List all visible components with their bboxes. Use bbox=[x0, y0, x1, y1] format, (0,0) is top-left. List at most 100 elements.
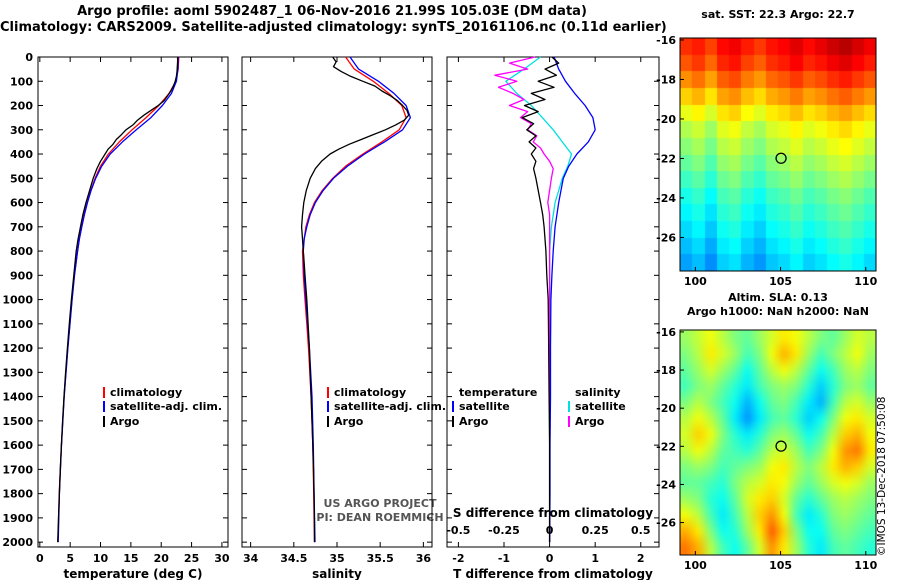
climatology-line-swatch bbox=[103, 386, 105, 398]
legend-label-satellite-adj: satellite-adj. clim. bbox=[334, 400, 447, 414]
x-tick-label: 20 bbox=[154, 552, 170, 565]
depth-tick-label: 2000 bbox=[2, 536, 33, 549]
depth-tick-label: 1200 bbox=[2, 342, 33, 355]
lat-tick-label: -26 bbox=[656, 231, 676, 244]
lat-tick-label: -20 bbox=[656, 402, 676, 415]
s-diff-tick-label: 0.25 bbox=[582, 524, 609, 537]
legend-row-climatology: climatology bbox=[103, 385, 222, 400]
lat-tick-label: -16 bbox=[656, 34, 676, 47]
legend-row-climatology: climatology bbox=[327, 385, 446, 400]
lat-tick-label: -22 bbox=[656, 440, 676, 453]
argo-line-swatch bbox=[327, 415, 329, 427]
depth-tick-label: 900 bbox=[10, 269, 33, 282]
axes-box bbox=[446, 56, 660, 548]
x-axis-label: T difference from climatology bbox=[453, 567, 653, 580]
lat-tick-label: -20 bbox=[656, 113, 676, 126]
x-tick-label: -1 bbox=[498, 552, 510, 565]
depth-tick-label: 100 bbox=[10, 75, 33, 88]
s-diff-tick-label: 0.5 bbox=[631, 524, 651, 537]
salinity-legend: climatology satellite-adj. clim. Argo bbox=[327, 385, 446, 429]
diff-legend-temp-header-row: temperature bbox=[452, 385, 537, 400]
depth-tick-label: 1700 bbox=[2, 463, 33, 476]
salinity-profile-line-satellite-adj-clim- bbox=[302, 56, 412, 543]
legend-label-climatology: climatology bbox=[334, 385, 407, 399]
lon-tick-label: 105 bbox=[769, 559, 792, 572]
watermark-line2: PI: DEAN ROEMMICH bbox=[316, 511, 444, 524]
lon-tick-label: 100 bbox=[684, 559, 707, 572]
legend-row-temp-satellite: satellite bbox=[452, 400, 537, 415]
x-tick-label: 10 bbox=[93, 552, 109, 565]
legend-label-sal-argo: Argo bbox=[575, 414, 605, 428]
project-watermark: US ARGO PROJECT PI: DEAN ROEMMICH bbox=[285, 497, 475, 525]
legend-row-satellite-adj: satellite-adj. clim. bbox=[103, 400, 222, 415]
depth-tick-label: 1400 bbox=[2, 391, 33, 404]
sst-map-image bbox=[680, 38, 876, 271]
satellite-adj-line-swatch bbox=[103, 401, 105, 413]
diff-legend-sal-header: salinity bbox=[575, 385, 621, 399]
legend-label-temp-satellite: satellite bbox=[459, 400, 510, 414]
s-diff-axis-label: S difference from climatology bbox=[453, 506, 653, 520]
difference-profile-line-temperature-argo bbox=[521, 56, 560, 543]
depth-tick-label: 600 bbox=[10, 197, 33, 210]
axes-box bbox=[37, 56, 229, 548]
diff-legend-sal-header-row: salinity bbox=[568, 385, 626, 400]
diff-legend-temp-header: temperature bbox=[459, 385, 538, 399]
temperature-legend: climatology satellite-adj. clim. Argo bbox=[103, 385, 222, 429]
legend-label-argo: Argo bbox=[334, 414, 364, 428]
sla-map-title-line2: Argo h1000: NaN h2000: NaN bbox=[686, 305, 870, 318]
lat-tick-label: -24 bbox=[656, 192, 676, 205]
sla-map-image bbox=[680, 330, 876, 555]
legend-label-sal-satellite: satellite bbox=[575, 400, 626, 414]
legend-label-argo: Argo bbox=[110, 414, 140, 428]
temperature-profile-panel: 0 5 10 15 20 25 300100200300400500600700800900… bbox=[2, 51, 230, 580]
legend-row-sal-argo: Argo bbox=[568, 414, 626, 429]
x-tick-label: 35 bbox=[329, 552, 344, 565]
temperature-profile-line-climatology bbox=[57, 56, 180, 543]
legend-label-temp-argo: Argo bbox=[459, 414, 489, 428]
argo-line-swatch bbox=[103, 415, 105, 427]
difference-profile-line-salinity-satellite bbox=[505, 56, 573, 543]
salinity-profile-line-climatology bbox=[301, 56, 407, 543]
depth-tick-label: 1000 bbox=[2, 294, 33, 307]
x-axis-label: temperature (deg C) bbox=[64, 567, 203, 580]
difference-profile-line-salinity-argo bbox=[494, 56, 554, 543]
depth-tick-label: 1300 bbox=[2, 366, 33, 379]
legend-row-temp-argo: Argo bbox=[452, 414, 537, 429]
depth-tick-label: 1600 bbox=[2, 439, 33, 452]
lat-tick-label: -16 bbox=[656, 326, 676, 339]
x-tick-label: 2 bbox=[637, 552, 645, 565]
salinity-profile-line-argo bbox=[300, 56, 410, 543]
legend-row-argo: Argo bbox=[103, 414, 222, 429]
x-tick-label: 15 bbox=[123, 552, 138, 565]
depth-tick-label: 500 bbox=[10, 172, 33, 185]
axes-box bbox=[241, 56, 433, 548]
x-tick-label: 25 bbox=[184, 552, 199, 565]
x-tick-label: 34.5 bbox=[280, 552, 307, 565]
depth-tick-label: 800 bbox=[10, 245, 33, 258]
x-tick-label: 34 bbox=[243, 552, 259, 565]
lon-tick-label: 110 bbox=[854, 275, 877, 288]
legend-row-satellite-adj: satellite-adj. clim. bbox=[327, 400, 446, 415]
x-axis-label: salinity bbox=[312, 567, 362, 580]
climatology-line-swatch bbox=[327, 386, 329, 398]
figure-title-line2: Climatology: CARS2009. Satellite-adjuste… bbox=[0, 20, 667, 35]
lat-tick-label: -24 bbox=[656, 478, 676, 491]
depth-tick-label: 300 bbox=[10, 124, 33, 137]
x-tick-label: 36 bbox=[416, 552, 432, 565]
s-diff-tick-label: -0.5 bbox=[446, 524, 470, 537]
temperature-profile-line-satellite-adj-clim- bbox=[57, 56, 179, 543]
s-diff-tick-label: -0.25 bbox=[488, 524, 520, 537]
figure-title-line1: Argo profile: aoml 5902487_1 06-Nov-2016… bbox=[77, 4, 587, 19]
x-tick-label: 1 bbox=[591, 552, 599, 565]
lat-tick-label: -18 bbox=[656, 73, 676, 86]
lon-tick-label: 110 bbox=[854, 559, 877, 572]
sal-argo-line-swatch bbox=[568, 415, 570, 427]
lat-tick-label: -18 bbox=[656, 364, 676, 377]
x-tick-label: -2 bbox=[452, 552, 464, 565]
lon-tick-label: 100 bbox=[684, 275, 707, 288]
depth-tick-label: 1100 bbox=[2, 318, 33, 331]
sst-map-title: sat. SST: 22.3 Argo: 22.7 bbox=[701, 8, 855, 21]
lat-tick-label: -22 bbox=[656, 152, 676, 165]
lon-tick-label: 105 bbox=[769, 275, 792, 288]
legend-row-argo: Argo bbox=[327, 414, 446, 429]
